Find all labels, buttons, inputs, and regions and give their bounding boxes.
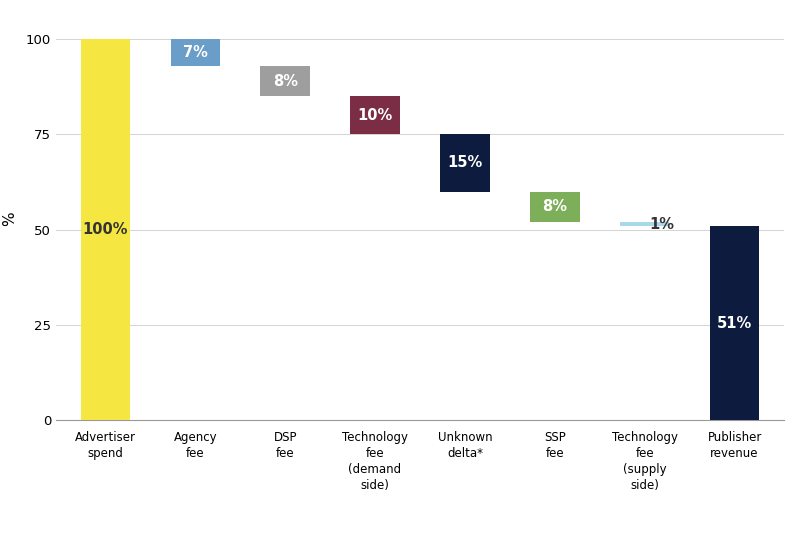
Text: 100%: 100% bbox=[82, 222, 128, 237]
Text: 10%: 10% bbox=[358, 108, 393, 123]
Bar bbox=[81, 39, 130, 420]
Text: 51%: 51% bbox=[717, 316, 752, 330]
Text: 8%: 8% bbox=[542, 199, 567, 215]
Bar bbox=[620, 222, 670, 226]
Y-axis label: %: % bbox=[2, 211, 18, 226]
Bar bbox=[710, 226, 759, 420]
Bar bbox=[530, 191, 579, 222]
Bar bbox=[350, 96, 400, 134]
Text: 15%: 15% bbox=[447, 155, 482, 170]
Bar bbox=[440, 134, 490, 191]
Bar bbox=[170, 39, 220, 66]
Text: 8%: 8% bbox=[273, 73, 298, 88]
Text: 7%: 7% bbox=[183, 45, 208, 60]
Bar bbox=[261, 66, 310, 96]
Text: 1%: 1% bbox=[649, 217, 674, 232]
